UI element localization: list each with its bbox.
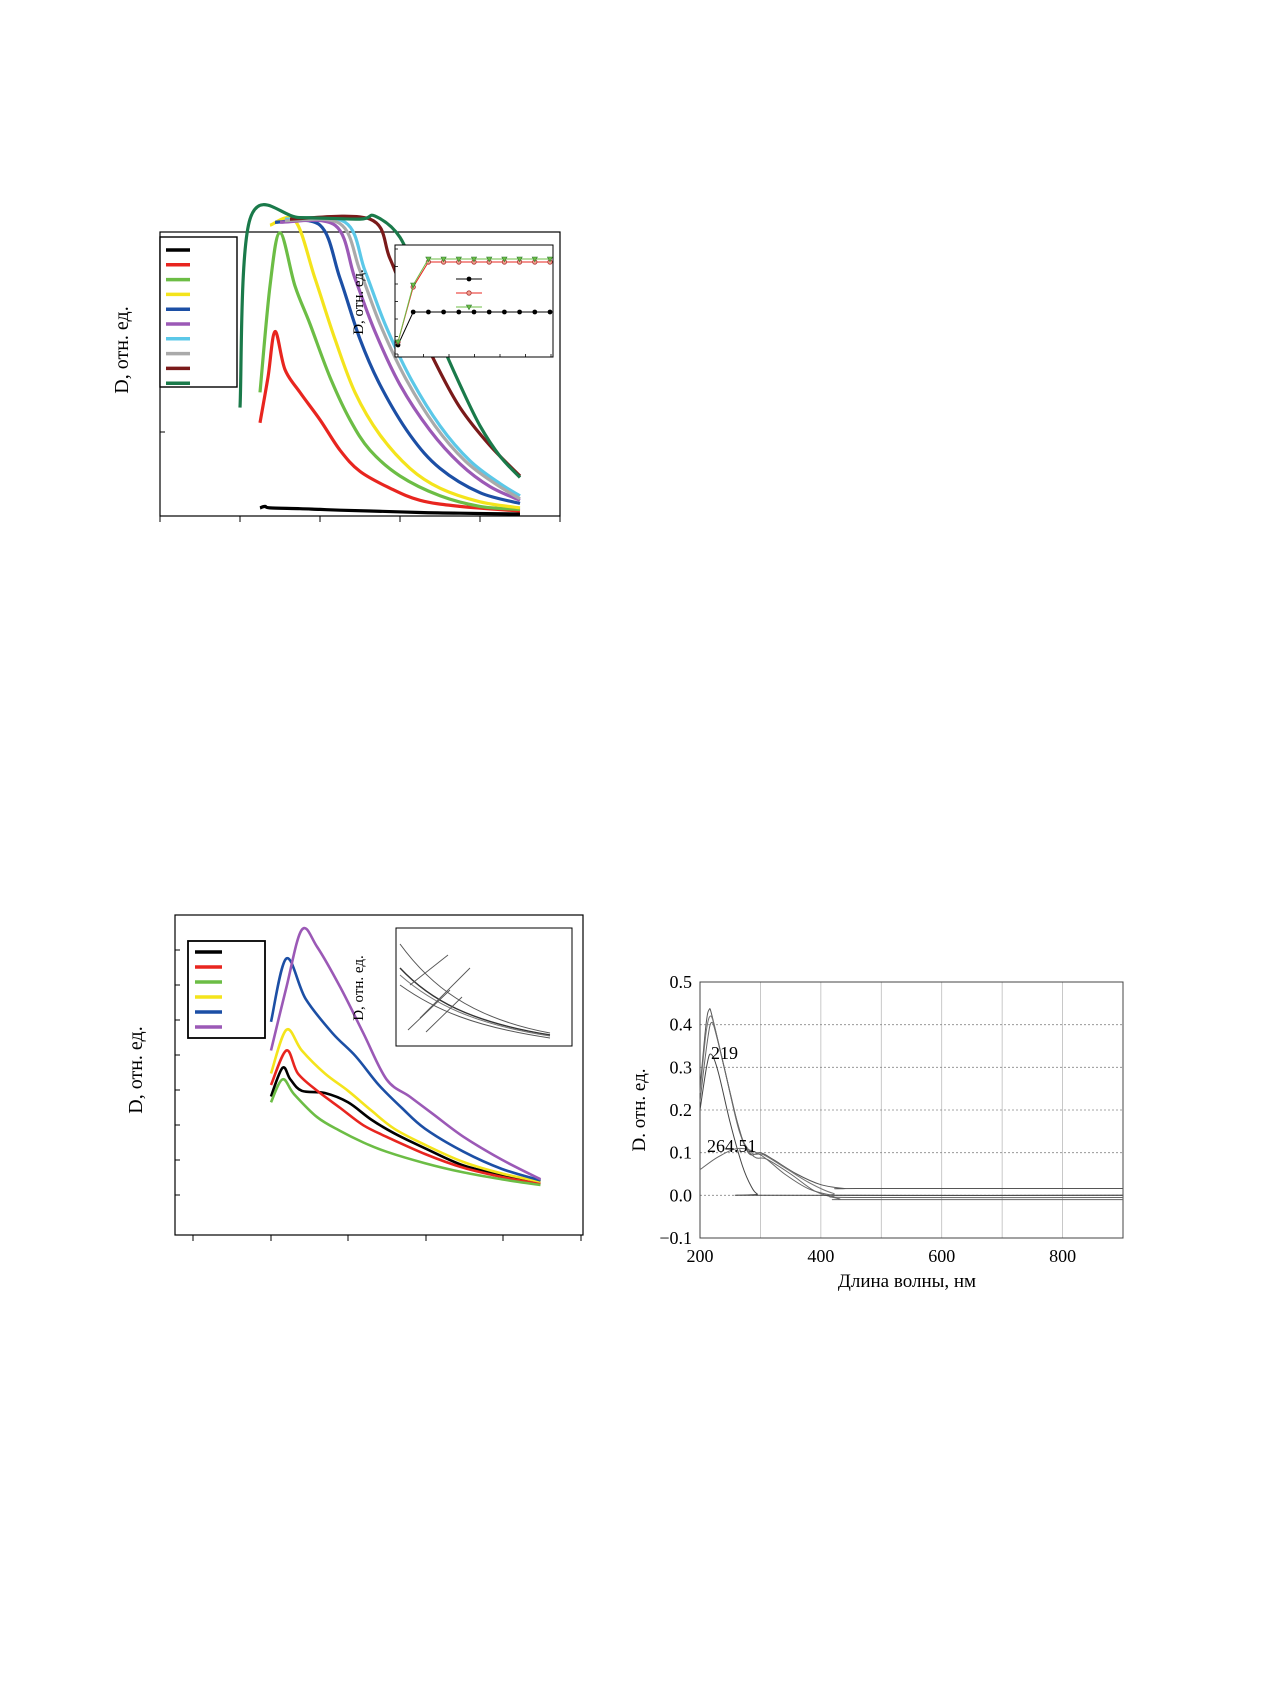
chart-1-inset-point <box>546 256 554 263</box>
chart-2-inset-y-axis-label: D, отн. ед. <box>351 955 367 1021</box>
chart-1-inset-point <box>532 309 538 315</box>
chart-1-inset-point <box>440 256 447 263</box>
chart-1-inset-point <box>502 309 507 315</box>
chart-3-series-3 <box>699 1021 1124 1201</box>
chart-2-y-axis-label: D, отн. ед. <box>125 1026 147 1113</box>
chart-1-inset-point <box>470 256 478 263</box>
chart-1-inset-ticks <box>395 248 552 357</box>
chart-1-series <box>238 203 522 516</box>
chart-1-series-3 <box>258 231 521 511</box>
chart-1-inset-point <box>531 256 538 263</box>
chart-3-series-1 <box>699 1008 1123 1190</box>
chart-2-legend <box>187 940 266 1039</box>
chart-1-inset-point <box>410 282 417 289</box>
chart-2-series-3 <box>269 1077 541 1187</box>
chart-3-y-ticks: 0.5 0.4 0.3 0.2 0.1 0.0 −0.1 <box>659 972 692 1248</box>
chart-3-y-tick-label: 0.4 <box>670 1015 693 1035</box>
chart-1-inset-point <box>425 256 432 263</box>
chart-1-inset-point <box>516 256 523 263</box>
chart-3-y-tick-label: −0.1 <box>659 1228 692 1248</box>
chart-1-series-4 <box>269 215 521 510</box>
chart-2-inset-series <box>399 943 551 1039</box>
chart-1-inset-point <box>426 309 431 315</box>
chart-1-inset-point <box>486 309 492 315</box>
chart-1-series-7 <box>284 215 521 498</box>
chart-3-x-tick-label: 600 <box>928 1246 955 1266</box>
chart-1-series-5 <box>274 218 521 505</box>
chart-2-series-2 <box>269 1049 541 1186</box>
chart-2-frame <box>174 914 584 1236</box>
chart-1-inset-point <box>501 256 508 263</box>
chart-3-series-2 <box>699 1015 1124 1196</box>
chart-3-x-tick-label: 200 <box>687 1246 714 1266</box>
chart-2-legend-swatches <box>195 950 222 1029</box>
chart-1-legend-swatches <box>166 248 190 385</box>
chart-1-inset-point <box>410 309 416 315</box>
chart-2-series-6 <box>269 926 542 1181</box>
chart-1-inset-point <box>456 309 462 315</box>
chart-3-x-ticks: 200 400 600 800 <box>687 1246 1077 1266</box>
chart-1-inset-legend-marker <box>466 276 472 282</box>
chart-2-series-5 <box>269 957 541 1182</box>
chart-2: D, отн. ед. D, отн. ед. <box>125 914 584 1241</box>
chart-1-series-10 <box>238 203 522 479</box>
chart-3-y-tick-label: 0.0 <box>670 1185 693 1205</box>
chart-1-legend <box>159 236 238 388</box>
chart-1-inset-point <box>394 339 402 346</box>
chart-3-y-tick-label: 0.3 <box>670 1057 693 1077</box>
chart-3-y-axis-label: D. отн. ед. <box>629 1068 650 1151</box>
chart-3-y-tick-label: 0.2 <box>670 1100 693 1120</box>
chart-1-inset-point <box>441 309 446 315</box>
chart-1-inset-point <box>547 309 553 315</box>
chart-1-inset-point <box>486 256 493 263</box>
chart-1-inset-y-axis-label: D, отн. ед. <box>351 269 367 335</box>
chart-3-series-4 <box>699 1053 1124 1196</box>
chart-3: 0.50.40.30.20.10.0−0.1 200 400 600 800 219 … <box>629 972 1124 1292</box>
chart-1-inset-point <box>471 309 477 315</box>
chart-1-y-axis-label: D, отн. ед. <box>111 306 133 393</box>
chart-1-series-1 <box>259 504 521 516</box>
chart-2-series-1 <box>269 1066 541 1183</box>
chart-2-ticks <box>175 949 582 1241</box>
chart-1-inset-legend-marker <box>465 304 473 311</box>
chart-1-inset-series <box>394 256 554 348</box>
chart-1: D, отн. ед. D, отн. ед. <box>111 203 561 522</box>
chart-2-series <box>269 926 542 1187</box>
chart-3-y-tick-label: 0.1 <box>670 1143 693 1163</box>
chart-2-series-4 <box>269 1027 541 1183</box>
chart-3-x-axis-label: Длина волны, нм <box>838 1271 976 1292</box>
chart-3-annotation-219: 219 <box>711 1043 738 1063</box>
chart-1-series-2 <box>258 329 521 513</box>
chart-3-series-5 <box>699 1147 1124 1199</box>
chart-1-inset-legend-marker <box>466 290 472 296</box>
chart-2-inset-frame <box>395 927 573 1047</box>
chart-3-annotation-264: 264.51 <box>707 1136 757 1156</box>
chart-3-x-tick-label: 800 <box>1049 1246 1076 1266</box>
chart-1-series-8 <box>284 217 521 501</box>
chart-3-x-tick-label: 400 <box>807 1246 834 1266</box>
chart-3-y-tick-label: 0.5 <box>670 972 693 992</box>
chart-1-inset-point <box>455 256 462 263</box>
chart-1-series-6 <box>279 218 521 502</box>
chart-3-series <box>699 1008 1124 1201</box>
chart-1-inset-point <box>517 309 522 315</box>
chart-1-inset-legend <box>456 276 482 311</box>
